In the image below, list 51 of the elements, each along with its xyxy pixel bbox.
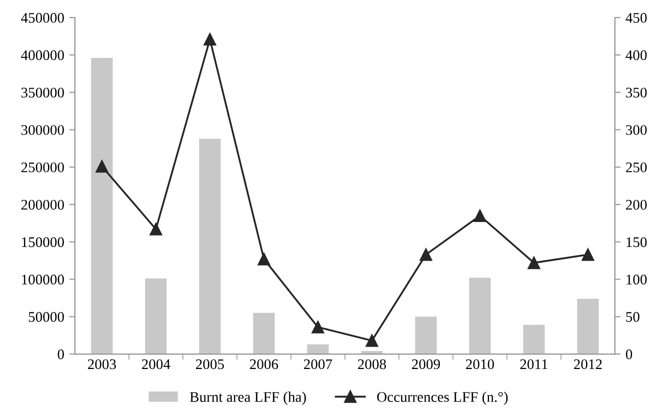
bar	[577, 298, 599, 354]
y2-tick-label: 250	[626, 162, 647, 172]
bar	[253, 312, 275, 354]
legend-label: Burnt area LFF (ha)	[190, 392, 306, 405]
bar	[91, 58, 113, 354]
y-tick-label: 400000	[21, 50, 64, 60]
y2-tick-label: 50	[626, 312, 640, 322]
x-tick-label: 2010	[466, 359, 494, 370]
bar	[469, 278, 491, 354]
point	[96, 160, 108, 173]
y2-tick-label: 100	[626, 274, 647, 284]
bar	[523, 324, 545, 354]
x-tick-label: 2008	[358, 359, 386, 370]
y-tick-label: 350000	[21, 88, 64, 98]
bar	[199, 138, 221, 354]
y-tick-label: 200000	[21, 200, 64, 210]
y2-tick-label: 200	[626, 200, 647, 210]
y-tick-label: 100000	[22, 274, 64, 284]
bar	[415, 316, 437, 354]
y2-tick-label: 300	[626, 125, 647, 135]
legend-label: Occurrences LFF (n.°)	[377, 392, 508, 405]
x-tick-label: 2004	[142, 359, 170, 370]
x-tick-label: 2006	[250, 359, 278, 370]
x-tick-label: 2011	[520, 359, 548, 370]
x-tick-label: 2007	[304, 359, 332, 370]
point	[420, 248, 432, 261]
point	[474, 209, 486, 222]
x-tick-label: 2012	[574, 359, 602, 370]
point	[258, 252, 270, 266]
bar	[307, 344, 329, 354]
x-tick-label: 2003	[88, 359, 116, 370]
point	[150, 222, 162, 236]
y-tick-label: 250000	[21, 162, 64, 172]
point	[204, 32, 216, 46]
bar	[145, 278, 167, 354]
y-tick-label: 450000	[21, 12, 64, 23]
y-tick-label: 0	[58, 349, 64, 360]
point	[366, 334, 378, 347]
y-tick-label: 50000	[28, 312, 64, 322]
point	[582, 248, 594, 261]
y2-tick-label: 450	[626, 12, 647, 23]
y2-tick-label: 400	[626, 50, 647, 60]
point	[312, 320, 324, 334]
y-tick-label: 300000	[21, 125, 64, 135]
y2-tick-label: 150	[626, 237, 647, 248]
x-tick-label: 2005	[196, 359, 224, 370]
y-tick-label: 150000	[22, 237, 64, 248]
point	[528, 256, 540, 270]
x-tick-label: 2009	[412, 359, 440, 370]
y2-tick-label: 0	[626, 349, 632, 360]
y2-tick-label: 350	[626, 88, 647, 98]
